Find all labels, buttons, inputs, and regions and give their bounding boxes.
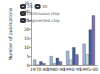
svg-text:35: 35 (23, 0, 30, 6)
svg-text:1995-00: 1995-00 (79, 67, 98, 72)
svg-text:1970-80: 1970-80 (30, 67, 49, 72)
svg-text:0: 0 (26, 62, 30, 68)
svg-text:Number of publications: Number of publications (8, 7, 13, 60)
svg-text:20: 20 (24, 27, 30, 32)
svg-text:1990-95: 1990-95 (62, 67, 82, 72)
svg-text:2D: 2D (27, 4, 33, 9)
svg-text:Segmented chip: Segmented chip (27, 18, 60, 23)
svg-text:10: 10 (24, 45, 30, 50)
svg-text:3D: 3D (42, 4, 48, 9)
svg-text:5: 5 (27, 54, 30, 59)
svg-text:1980-90: 1980-90 (46, 67, 66, 72)
svg-text:Continuous chip: Continuous chip (27, 11, 60, 16)
svg-text:15: 15 (24, 36, 30, 41)
